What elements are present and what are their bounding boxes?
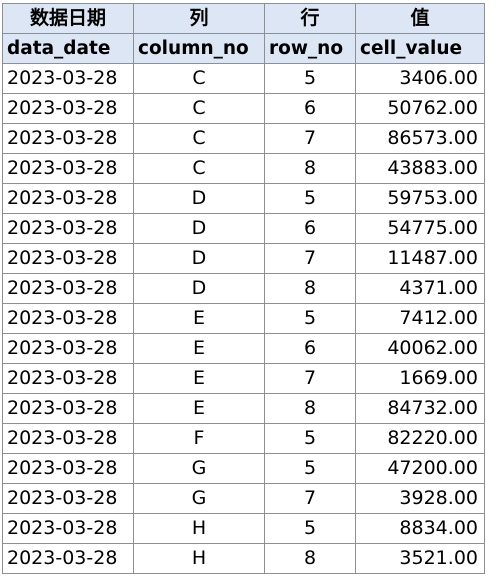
table-row: 2023-03-28 E 8 84732.00 (2, 393, 485, 424)
cell-data-date[interactable]: 2023-03-28 (2, 153, 134, 184)
table-row: 2023-03-28 G 7 3928.00 (2, 483, 485, 514)
cell-cell-value[interactable]: 84732.00 (355, 393, 485, 424)
cell-row-no[interactable]: 6 (264, 333, 356, 364)
cell-row-no[interactable]: 5 (264, 423, 356, 454)
cell-cell-value[interactable]: 3406.00 (355, 63, 485, 94)
cell-cell-value[interactable]: 7412.00 (355, 303, 485, 334)
table-row: 2023-03-28 C 5 3406.00 (2, 63, 485, 94)
cell-cell-value[interactable]: 8834.00 (355, 513, 485, 544)
cell-data-date[interactable]: 2023-03-28 (2, 393, 134, 424)
cell-data-date[interactable]: 2023-03-28 (2, 363, 134, 394)
table-row: 2023-03-28 D 7 11487.00 (2, 243, 485, 274)
cell-row-no[interactable]: 6 (264, 213, 356, 244)
cell-column-no[interactable]: H (133, 513, 265, 544)
table-row: 2023-03-28 C 7 86573.00 (2, 123, 485, 154)
cell-column-no[interactable]: E (133, 363, 265, 394)
cell-data-date[interactable]: 2023-03-28 (2, 513, 134, 544)
cell-cell-value[interactable]: 11487.00 (355, 243, 485, 274)
header-cell-data-date-cn[interactable]: 数据日期 (2, 3, 134, 34)
cell-data-date[interactable]: 2023-03-28 (2, 303, 134, 334)
cell-row-no[interactable]: 7 (264, 123, 356, 154)
cell-column-no[interactable]: E (133, 393, 265, 424)
cell-column-no[interactable]: D (133, 243, 265, 274)
cell-cell-value[interactable]: 4371.00 (355, 273, 485, 304)
cell-column-no[interactable]: F (133, 423, 265, 454)
data-table: 数据日期 列 行 值 data_date column_no row_no ce… (2, 3, 485, 574)
cell-data-date[interactable]: 2023-03-28 (2, 483, 134, 514)
cell-row-no[interactable]: 5 (264, 513, 356, 544)
cell-column-no[interactable]: D (133, 213, 265, 244)
table-row: 2023-03-28 E 7 1669.00 (2, 363, 485, 394)
table-row: 2023-03-28 E 6 40062.00 (2, 333, 485, 364)
table-row: 2023-03-28 F 5 82220.00 (2, 423, 485, 454)
cell-cell-value[interactable]: 82220.00 (355, 423, 485, 454)
header-cell-data-date[interactable]: data_date (2, 33, 134, 64)
table-row: 2023-03-28 D 6 54775.00 (2, 213, 485, 244)
cell-row-no[interactable]: 7 (264, 363, 356, 394)
cell-row-no[interactable]: 7 (264, 243, 356, 274)
cell-cell-value[interactable]: 1669.00 (355, 363, 485, 394)
cell-column-no[interactable]: E (133, 303, 265, 334)
header-cell-cell-value[interactable]: cell_value (355, 33, 485, 64)
cell-data-date[interactable]: 2023-03-28 (2, 453, 134, 484)
cell-data-date[interactable]: 2023-03-28 (2, 423, 134, 454)
cell-column-no[interactable]: E (133, 333, 265, 364)
cell-cell-value[interactable]: 3928.00 (355, 483, 485, 514)
table-row: 2023-03-28 D 8 4371.00 (2, 273, 485, 304)
cell-column-no[interactable]: C (133, 153, 265, 184)
cell-cell-value[interactable]: 86573.00 (355, 123, 485, 154)
cell-column-no[interactable]: C (133, 93, 265, 124)
cell-data-date[interactable]: 2023-03-28 (2, 213, 134, 244)
table-row: 2023-03-28 H 5 8834.00 (2, 513, 485, 544)
cell-data-date[interactable]: 2023-03-28 (2, 543, 134, 574)
header-cell-row-cn[interactable]: 行 (264, 3, 356, 34)
cell-column-no[interactable]: C (133, 123, 265, 154)
cell-column-no[interactable]: G (133, 453, 265, 484)
cell-row-no[interactable]: 8 (264, 393, 356, 424)
cell-cell-value[interactable]: 47200.00 (355, 453, 485, 484)
cell-column-no[interactable]: D (133, 273, 265, 304)
cell-data-date[interactable]: 2023-03-28 (2, 183, 134, 214)
header-row-chinese: 数据日期 列 行 值 (2, 3, 485, 34)
table-row: 2023-03-28 C 6 50762.00 (2, 93, 485, 124)
cell-row-no[interactable]: 7 (264, 483, 356, 514)
cell-row-no[interactable]: 5 (264, 183, 356, 214)
cell-column-no[interactable]: G (133, 483, 265, 514)
header-cell-row-no[interactable]: row_no (264, 33, 356, 64)
cell-data-date[interactable]: 2023-03-28 (2, 63, 134, 94)
cell-cell-value[interactable]: 59753.00 (355, 183, 485, 214)
cell-row-no[interactable]: 8 (264, 543, 356, 574)
table-row: 2023-03-28 C 8 43883.00 (2, 153, 485, 184)
cell-cell-value[interactable]: 40062.00 (355, 333, 485, 364)
cell-column-no[interactable]: H (133, 543, 265, 574)
table-body: 2023-03-28 C 5 3406.00 2023-03-28 C 6 50762.00 2… (2, 63, 485, 574)
cell-data-date[interactable]: 2023-03-28 (2, 93, 134, 124)
header-row-english: data_date column_no row_no cell_value (2, 33, 485, 64)
cell-data-date[interactable]: 2023-03-28 (2, 123, 134, 154)
cell-data-date[interactable]: 2023-03-28 (2, 243, 134, 274)
cell-column-no[interactable]: C (133, 63, 265, 94)
header-cell-value-cn[interactable]: 值 (355, 3, 485, 34)
cell-data-date[interactable]: 2023-03-28 (2, 273, 134, 304)
cell-row-no[interactable]: 6 (264, 93, 356, 124)
cell-data-date[interactable]: 2023-03-28 (2, 333, 134, 364)
table-row: 2023-03-28 E 5 7412.00 (2, 303, 485, 334)
cell-row-no[interactable]: 5 (264, 453, 356, 484)
header-cell-column-cn[interactable]: 列 (133, 3, 265, 34)
table-row: 2023-03-28 H 8 3521.00 (2, 543, 485, 574)
cell-cell-value[interactable]: 54775.00 (355, 213, 485, 244)
cell-row-no[interactable]: 5 (264, 63, 356, 94)
cell-row-no[interactable]: 8 (264, 153, 356, 184)
table-row: 2023-03-28 G 5 47200.00 (2, 453, 485, 484)
cell-row-no[interactable]: 8 (264, 273, 356, 304)
cell-cell-value[interactable]: 3521.00 (355, 543, 485, 574)
cell-row-no[interactable]: 5 (264, 303, 356, 334)
cell-cell-value[interactable]: 43883.00 (355, 153, 485, 184)
cell-column-no[interactable]: D (133, 183, 265, 214)
header-cell-column-no[interactable]: column_no (133, 33, 265, 64)
cell-cell-value[interactable]: 50762.00 (355, 93, 485, 124)
table-row: 2023-03-28 D 5 59753.00 (2, 183, 485, 214)
